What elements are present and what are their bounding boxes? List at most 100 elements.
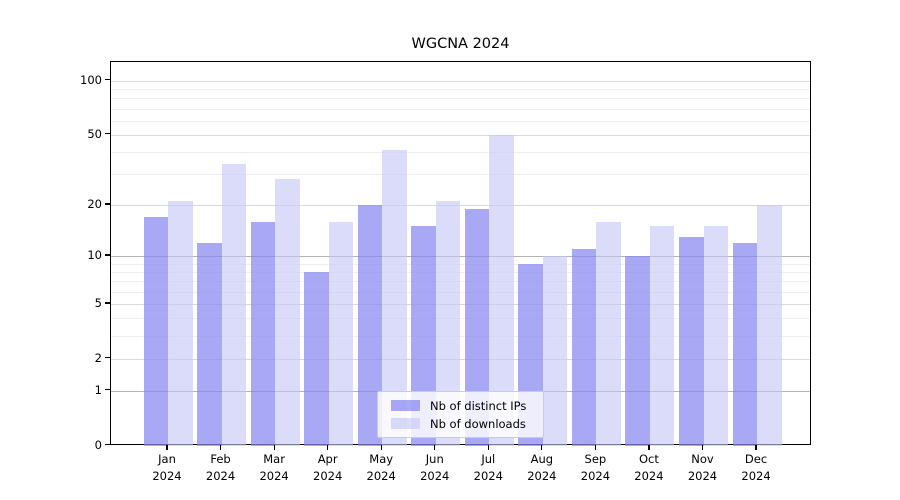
chart-title: WGCNA 2024 <box>411 36 510 52</box>
x-tick-aug <box>541 445 543 450</box>
x-tick-month: Dec <box>744 452 768 466</box>
legend-item-distinct-ips: Nb of distinct IPs <box>385 397 536 414</box>
gridline-4 <box>111 318 810 320</box>
legend-label-distinct-ips: Nb of distinct IPs <box>430 398 527 413</box>
bar-downloads-jan <box>168 201 193 446</box>
x-tick-month: Feb <box>210 452 231 466</box>
x-tick-label-feb: Feb 2024 <box>189 451 253 485</box>
y-tick-label-0: 0 <box>94 437 102 452</box>
bar-distinct-ips-sep <box>571 249 597 446</box>
gridline-9 <box>111 263 810 265</box>
x-tick-month: Jan <box>158 452 176 466</box>
x-tick-label-sep: Sep 2024 <box>563 451 627 485</box>
x-tick-nov <box>701 445 704 450</box>
gridline-8 <box>111 271 810 273</box>
bar-downloads-oct <box>649 226 675 446</box>
legend-swatch-downloads <box>391 418 420 429</box>
y-tick-label-100: 100 <box>80 72 102 87</box>
bar-distinct-ips-dec <box>732 242 758 446</box>
x-tick-label-jul: Jul 2024 <box>456 451 520 485</box>
legend-label-downloads: Nb of downloads <box>430 416 526 431</box>
x-tick-year: 2024 <box>634 469 664 483</box>
y-tick-label-20: 20 <box>87 196 102 211</box>
x-tick-year: 2024 <box>366 469 396 483</box>
bar-downloads-sep <box>596 221 621 446</box>
x-tick-year: 2024 <box>741 469 771 483</box>
y-tick-50 <box>105 133 110 135</box>
gridline-40 <box>111 151 810 153</box>
x-tick-label-jun: Jun 2024 <box>403 451 467 485</box>
x-tick-label-nov: Nov 2024 <box>671 451 735 485</box>
gridline-100 <box>111 80 810 82</box>
bar-distinct-ips-mar <box>250 221 276 446</box>
x-tick-month: Oct <box>638 452 659 466</box>
gridline-50 <box>111 134 810 136</box>
gridline-80 <box>111 98 810 100</box>
x-tick-label-aug: Aug 2024 <box>510 451 574 485</box>
x-tick-mar <box>273 445 275 450</box>
x-tick-jan <box>166 445 168 450</box>
x-tick-year: 2024 <box>313 469 343 483</box>
gridline-90 <box>111 88 810 90</box>
y-tick-10 <box>105 254 110 256</box>
legend-swatch-distinct-ips <box>391 400 420 411</box>
y-tick-label-50: 50 <box>87 126 102 141</box>
y-tick-0 <box>105 444 110 446</box>
gridline-3 <box>111 335 810 337</box>
gridline-70 <box>111 108 810 110</box>
bar-distinct-ips-oct <box>625 255 650 446</box>
x-tick-year: 2024 <box>420 469 450 483</box>
x-tick-may <box>380 445 382 450</box>
x-tick-sep <box>594 445 596 450</box>
x-tick-month: Aug <box>530 452 554 466</box>
x-tick-label-mar: Mar 2024 <box>242 451 306 485</box>
legend: Nb of distinct IPs Nb of downloads <box>377 391 544 438</box>
y-tick-label-2: 2 <box>94 350 102 365</box>
bar-distinct-ips-apr <box>304 271 329 446</box>
y-tick-2 <box>105 357 110 359</box>
bar-downloads-dec <box>757 204 782 446</box>
y-tick-label-5: 5 <box>94 295 102 310</box>
bar-distinct-ips-nov <box>679 236 704 446</box>
x-tick-feb <box>219 445 222 450</box>
bar-downloads-mar <box>275 179 300 446</box>
gridline-2 <box>111 358 810 360</box>
bar-distinct-ips-jan <box>143 217 168 446</box>
bar-downloads-apr <box>328 221 354 446</box>
gridline-7 <box>111 281 810 283</box>
gridline-30 <box>111 174 810 176</box>
x-tick-month: May <box>369 452 394 466</box>
x-tick-year: 2024 <box>205 469 236 483</box>
x-tick-month: Nov <box>691 452 714 466</box>
y-tick-5 <box>105 302 110 304</box>
x-tick-month: Mar <box>263 452 285 466</box>
x-tick-label-oct: Oct 2024 <box>617 451 681 485</box>
x-tick-label-may: May 2024 <box>349 451 413 485</box>
gridline-60 <box>111 120 810 122</box>
y-tick-20 <box>105 203 110 205</box>
bar-downloads-aug <box>542 255 568 446</box>
y-tick-label-10: 10 <box>87 247 102 262</box>
x-tick-year: 2024 <box>687 469 718 483</box>
x-tick-dec <box>755 445 757 450</box>
x-tick-month: Jun <box>425 452 444 466</box>
legend-item-downloads: Nb of downloads <box>385 415 536 432</box>
bar-downloads-feb <box>221 164 247 446</box>
bar-distinct-ips-feb <box>197 242 222 446</box>
x-tick-year: 2024 <box>152 469 182 483</box>
x-tick-year: 2024 <box>473 469 503 483</box>
gridline-20 <box>111 204 810 206</box>
x-tick-month: Sep <box>584 452 607 466</box>
gridline-5 <box>111 303 810 305</box>
y-tick-1 <box>105 389 110 391</box>
y-tick-label-1: 1 <box>94 382 102 397</box>
x-tick-year: 2024 <box>527 469 557 483</box>
bar-downloads-nov <box>703 226 728 446</box>
x-tick-month: Apr <box>317 452 338 466</box>
y-tick-100 <box>105 79 110 81</box>
x-tick-apr <box>327 445 329 450</box>
plot-area <box>110 61 811 446</box>
x-tick-month: Jul <box>481 452 496 466</box>
x-tick-oct <box>648 445 650 450</box>
x-tick-label-dec: Dec 2024 <box>724 451 788 485</box>
